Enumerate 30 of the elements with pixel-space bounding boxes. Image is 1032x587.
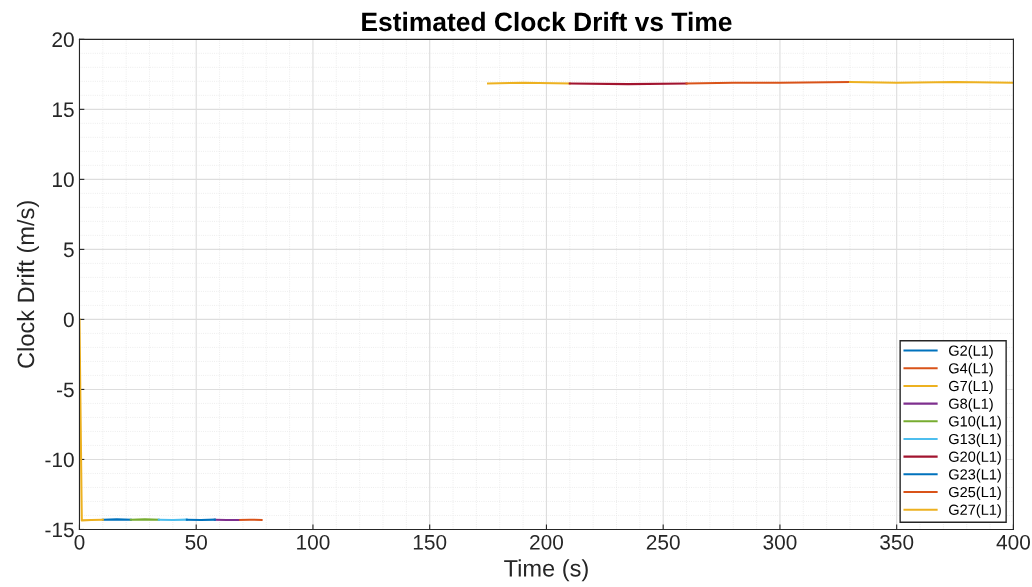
x-tick-label: 200 (530, 534, 564, 550)
legend-label: G23(L1) (949, 468, 1001, 483)
y-tick-label: 0 (63, 312, 74, 328)
legend-label: G13(L1) (949, 433, 1001, 448)
y-tick-label: 10 (53, 172, 74, 188)
legend-label: G4(L1) (949, 362, 993, 377)
chart-title: Estimated Clock Drift vs Time (362, 11, 732, 32)
x-tick-label: 150 (413, 534, 447, 550)
x-tick-label: 300 (763, 534, 797, 550)
y-tick-label: 5 (63, 242, 74, 258)
x-tick-label: 0 (74, 534, 85, 550)
y-tick-label: -5 (57, 382, 74, 398)
legend-label: G27(L1) (949, 504, 1001, 518)
y-tick-label: 20 (52, 32, 74, 48)
x-tick-label: 250 (646, 534, 680, 550)
legend-label: G25(L1) (949, 486, 1001, 501)
legend-label: G10(L1) (949, 415, 1001, 430)
y-tick-label: -10 (45, 452, 74, 468)
y-axis-title: Clock Drift (m/s) (16, 201, 39, 368)
x-tick-label: 400 (996, 534, 1030, 550)
y-tick-label: 15 (53, 102, 74, 118)
x-tick-label: 50 (185, 534, 207, 550)
legend-label: G2(L1) (949, 345, 993, 359)
x-tick-label: 100 (297, 534, 330, 550)
legend-label: G8(L1) (949, 398, 993, 412)
x-axis-title: Time (s) (504, 559, 588, 582)
x-tick-label: 350 (880, 534, 914, 550)
legend-label: G20(L1) (949, 451, 1001, 465)
legend-label: G7(L1) (949, 380, 993, 395)
y-tick-label: -15 (45, 522, 74, 538)
